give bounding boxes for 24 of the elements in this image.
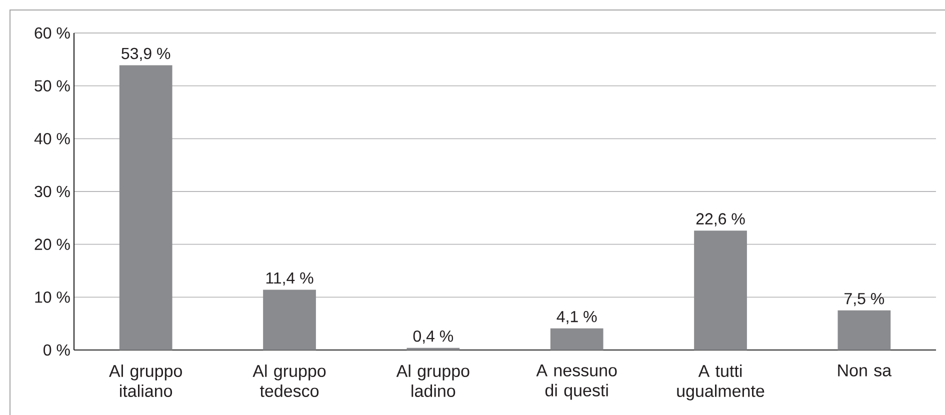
data-label: 53,9 % — [122, 48, 170, 62]
bar — [838, 310, 891, 350]
x-tick-label: A tutti ugualmente — [677, 364, 764, 400]
data-label: 4,1 % — [556, 310, 597, 324]
y-tick-label: 0 % — [44, 344, 70, 356]
data-label: 11,4 % — [266, 272, 314, 286]
x-tick-label: Al gruppo tedesco — [252, 364, 326, 398]
y-tick-label: 50 % — [34, 80, 70, 92]
bar — [550, 328, 604, 350]
x-tick-label: A nessuno di questi — [536, 364, 617, 400]
bar — [119, 65, 172, 350]
y-tick-label: 10 % — [35, 292, 70, 303]
data-label: 7,5 % — [844, 293, 884, 306]
y-tick-label: 30 % — [34, 186, 70, 198]
data-label: 0,4 % — [413, 330, 454, 344]
data-label: 22,6 % — [696, 213, 745, 226]
y-tick-label: 60 % — [34, 27, 70, 39]
bar — [694, 230, 747, 350]
x-tick-label: Al gruppo ladino — [396, 364, 470, 398]
y-tick-label: 20 % — [34, 238, 70, 250]
x-tick-label: Al gruppo italiano — [109, 364, 182, 398]
x-tick-label: Non sa — [838, 364, 892, 376]
bar — [263, 290, 316, 350]
y-tick-label: 40 % — [34, 133, 70, 144]
